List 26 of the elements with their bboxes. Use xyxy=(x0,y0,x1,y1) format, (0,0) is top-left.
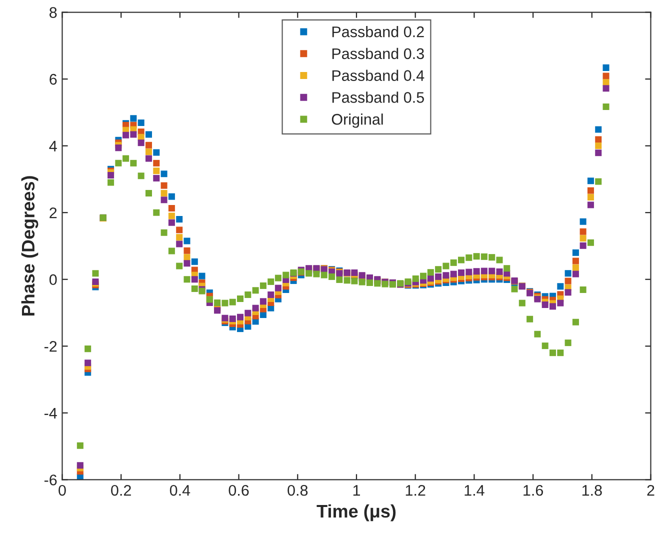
y-tick-label: 6 xyxy=(50,74,57,85)
x-tick-label: 1.2 xyxy=(406,484,426,496)
legend-label: Original xyxy=(332,114,383,128)
x-tick-label: 2 xyxy=(647,484,654,496)
legend-label: Passband 0.4 xyxy=(332,70,424,81)
legend-label: Passband 0.3 xyxy=(332,48,424,60)
x-tick-label: 0.8 xyxy=(288,484,308,496)
x-tick-label: 0.4 xyxy=(170,484,190,496)
y-tick-label: -2 xyxy=(44,341,57,352)
y-tick-label: 2 xyxy=(50,207,57,218)
x-tick-label: 1 xyxy=(353,485,360,496)
x-tick-label: 1.4 xyxy=(464,485,484,496)
y-tick-label: 0 xyxy=(49,274,57,286)
legend-label: Passband 0.5 xyxy=(332,92,424,103)
y-tick-label: 8 xyxy=(50,7,57,18)
x-tick-label: 1.6 xyxy=(524,484,543,496)
y-tick-label: 4 xyxy=(49,140,57,152)
legend-label: Passband 0.2 xyxy=(332,26,424,38)
y-tick-label: -6 xyxy=(44,474,57,486)
x-tick-label: 1.8 xyxy=(582,484,602,496)
x-tick-label: 0.6 xyxy=(228,484,249,496)
x-axis-title: Time (μs) xyxy=(316,504,396,522)
y-tick-label: -4 xyxy=(44,408,57,418)
y-axis-title: Phase (Degrees) xyxy=(21,176,38,316)
x-tick-label: 0 xyxy=(58,484,66,496)
x-tick-label: 0.2 xyxy=(111,484,131,496)
